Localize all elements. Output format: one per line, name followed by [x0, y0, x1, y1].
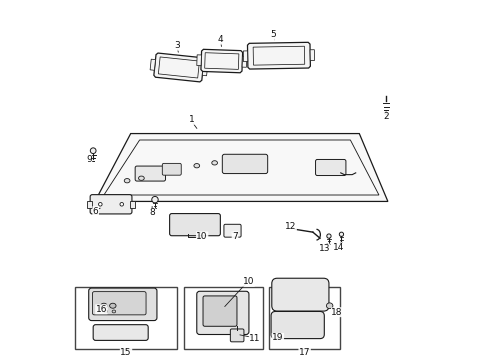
Polygon shape: [202, 65, 208, 76]
Bar: [269, 287, 341, 348]
Polygon shape: [247, 42, 310, 69]
Ellipse shape: [152, 197, 158, 203]
Ellipse shape: [112, 310, 116, 313]
Polygon shape: [242, 57, 247, 67]
FancyBboxPatch shape: [203, 296, 237, 326]
FancyBboxPatch shape: [135, 166, 166, 181]
Text: 17: 17: [299, 348, 310, 357]
Polygon shape: [197, 55, 201, 66]
Text: 11: 11: [249, 334, 261, 343]
FancyBboxPatch shape: [224, 224, 241, 237]
Ellipse shape: [139, 176, 144, 180]
Text: 18: 18: [331, 308, 343, 317]
Text: 13: 13: [318, 244, 330, 253]
FancyBboxPatch shape: [170, 213, 220, 236]
Ellipse shape: [326, 303, 333, 309]
Text: 3: 3: [174, 41, 180, 50]
FancyBboxPatch shape: [197, 291, 249, 334]
Ellipse shape: [212, 161, 218, 165]
Text: 19: 19: [272, 333, 284, 342]
Bar: [75, 287, 177, 348]
Text: 6: 6: [93, 207, 98, 216]
Ellipse shape: [110, 303, 116, 308]
FancyBboxPatch shape: [222, 154, 268, 174]
Ellipse shape: [194, 163, 199, 168]
Text: 5: 5: [270, 31, 276, 40]
Bar: [130, 201, 135, 208]
Polygon shape: [150, 59, 155, 70]
Text: 9: 9: [86, 155, 92, 164]
Ellipse shape: [120, 203, 123, 206]
Ellipse shape: [100, 303, 107, 308]
Text: 2: 2: [383, 112, 389, 121]
Text: 8: 8: [149, 208, 155, 217]
Polygon shape: [201, 49, 243, 73]
Text: 15: 15: [121, 348, 132, 357]
FancyBboxPatch shape: [89, 288, 157, 320]
Ellipse shape: [124, 179, 130, 183]
Text: 10: 10: [196, 232, 208, 241]
Text: 10: 10: [243, 277, 254, 286]
FancyBboxPatch shape: [90, 195, 132, 214]
Polygon shape: [154, 53, 204, 82]
Ellipse shape: [104, 310, 107, 313]
Text: 7: 7: [232, 231, 238, 240]
Ellipse shape: [98, 203, 102, 206]
Polygon shape: [95, 134, 388, 202]
Text: 16: 16: [96, 305, 107, 314]
Text: 4: 4: [218, 35, 223, 44]
Text: 12: 12: [285, 222, 296, 231]
FancyBboxPatch shape: [162, 163, 181, 175]
FancyBboxPatch shape: [93, 325, 148, 341]
FancyBboxPatch shape: [272, 278, 329, 311]
Bar: [87, 201, 92, 208]
FancyBboxPatch shape: [271, 311, 324, 339]
Bar: [184, 287, 263, 348]
FancyBboxPatch shape: [93, 292, 146, 315]
Ellipse shape: [90, 148, 96, 154]
Text: 1: 1: [189, 116, 195, 125]
Text: 14: 14: [333, 243, 344, 252]
FancyBboxPatch shape: [316, 159, 346, 176]
Ellipse shape: [327, 234, 331, 238]
Polygon shape: [244, 51, 248, 62]
Ellipse shape: [339, 232, 343, 237]
Polygon shape: [310, 50, 315, 60]
FancyBboxPatch shape: [230, 329, 244, 342]
